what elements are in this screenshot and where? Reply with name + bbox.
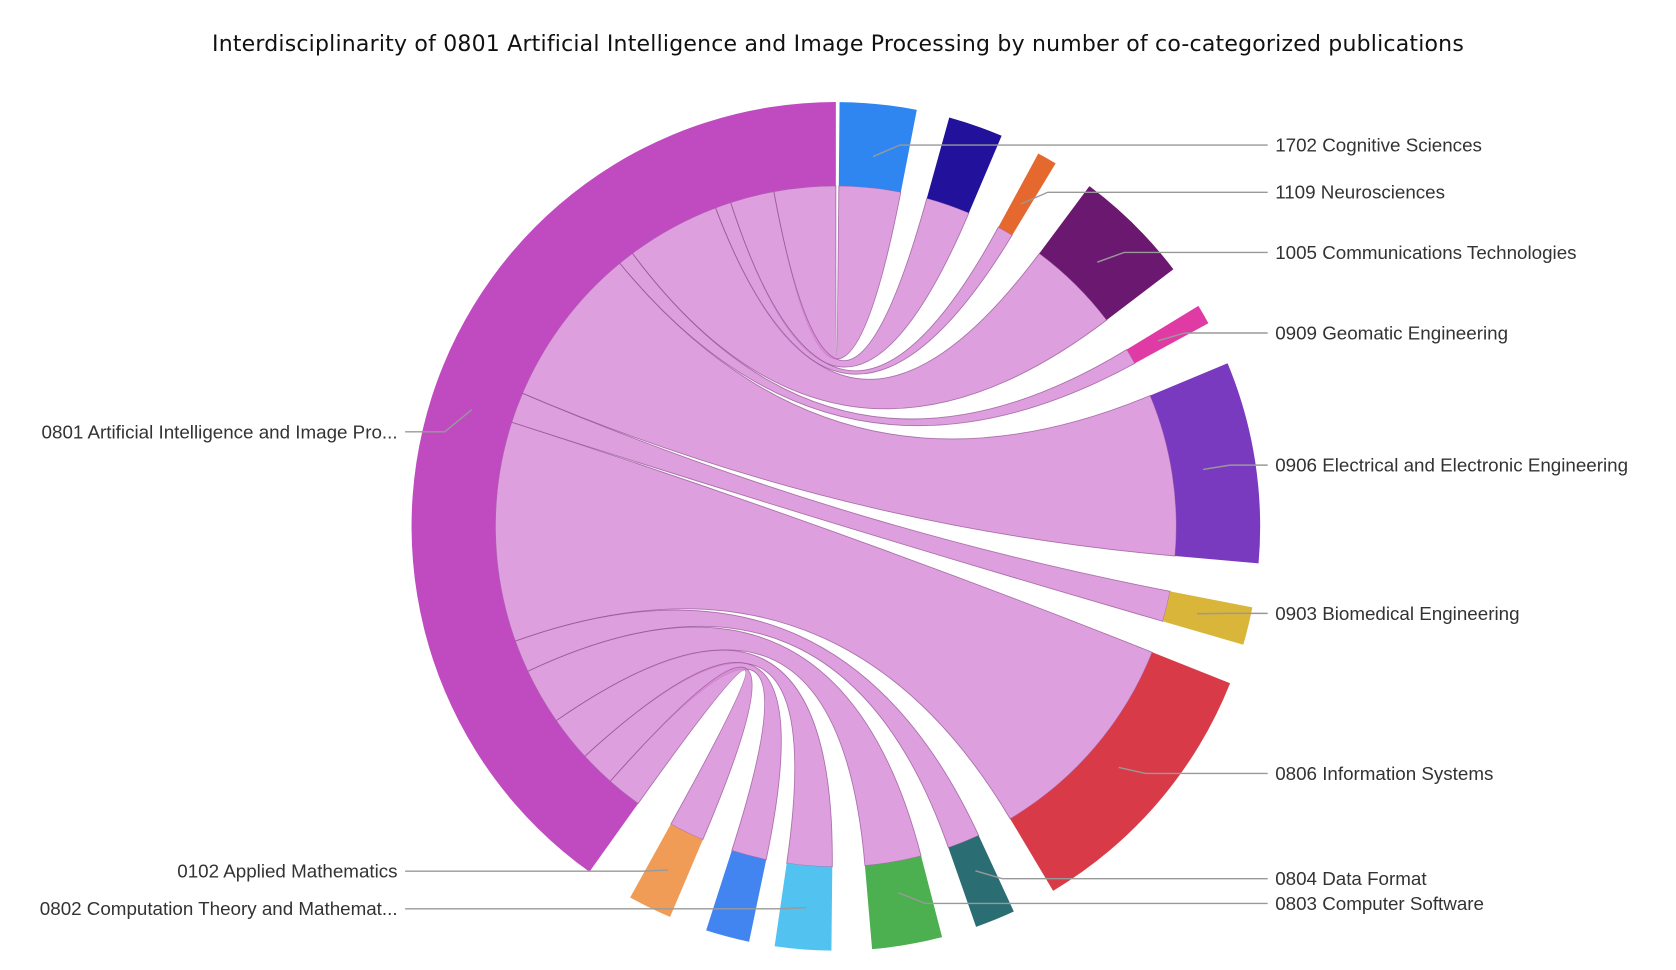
arc-0801 <box>411 102 836 872</box>
label-0806: 0806 Information Systems <box>1275 763 1493 784</box>
label-1005: 1005 Communications Technologies <box>1275 242 1576 263</box>
arc-u2 <box>706 850 767 942</box>
ribbon-0909 <box>619 252 1136 427</box>
arc-0803 <box>864 856 943 950</box>
arc-u1 <box>926 117 1002 213</box>
arc-0906 <box>1150 363 1261 564</box>
ribbons <box>494 185 1177 868</box>
ribbon-0804 <box>514 609 980 849</box>
label-1702: 1702 Cognitive Sciences <box>1275 134 1482 155</box>
leader-line-0804 <box>975 870 1268 880</box>
label-0804: 0804 Data Format <box>1275 868 1427 889</box>
ribbon-0803 <box>527 626 922 867</box>
label-0909: 0909 Geomatic Engineering <box>1275 322 1508 343</box>
ribbon-0806 <box>494 421 1153 820</box>
leader-line-0803 <box>898 892 1268 905</box>
ribbon-1109 <box>714 201 1013 375</box>
leader-line-1109 <box>1020 191 1268 205</box>
leader-line-0806 <box>1118 766 1268 775</box>
ribbon-0102 <box>609 666 753 841</box>
label-0906: 0906 Electrical and Electronic Engineeri… <box>1275 455 1628 476</box>
arc-1005 <box>1039 186 1174 321</box>
arc-0804 <box>948 835 1014 927</box>
label-0802: 0802 Computation Theory and Mathemat... <box>40 898 398 919</box>
leader-line-1702 <box>872 144 1268 158</box>
arc-0909 <box>1126 305 1209 364</box>
leader-line-0909 <box>1157 332 1268 342</box>
arc-0903 <box>1162 591 1253 645</box>
label-0903: 0903 Biomedical Engineering <box>1275 603 1519 624</box>
ribbon-0903 <box>511 392 1171 622</box>
chart-title: Interdisciplinarity of 0801 Artificial I… <box>212 32 1464 57</box>
leader-line-0801 <box>405 409 473 433</box>
leader-line-1005 <box>1097 251 1268 263</box>
leader-line-0906 <box>1203 464 1268 471</box>
leader-line-0802 <box>405 906 807 910</box>
arc-1702 <box>838 102 917 193</box>
label-0102: 0102 Applied Mathematics <box>177 861 397 882</box>
arc-0802 <box>774 863 833 951</box>
label-1109: 1109 Neurosciences <box>1275 182 1445 203</box>
label-0803: 0803 Computer Software <box>1275 893 1484 914</box>
label-0801: 0801 Artificial Intelligence and Image P… <box>42 421 398 442</box>
leader-line-0102 <box>405 869 669 872</box>
arc-0806 <box>1010 652 1231 891</box>
arc-1109 <box>998 153 1056 236</box>
